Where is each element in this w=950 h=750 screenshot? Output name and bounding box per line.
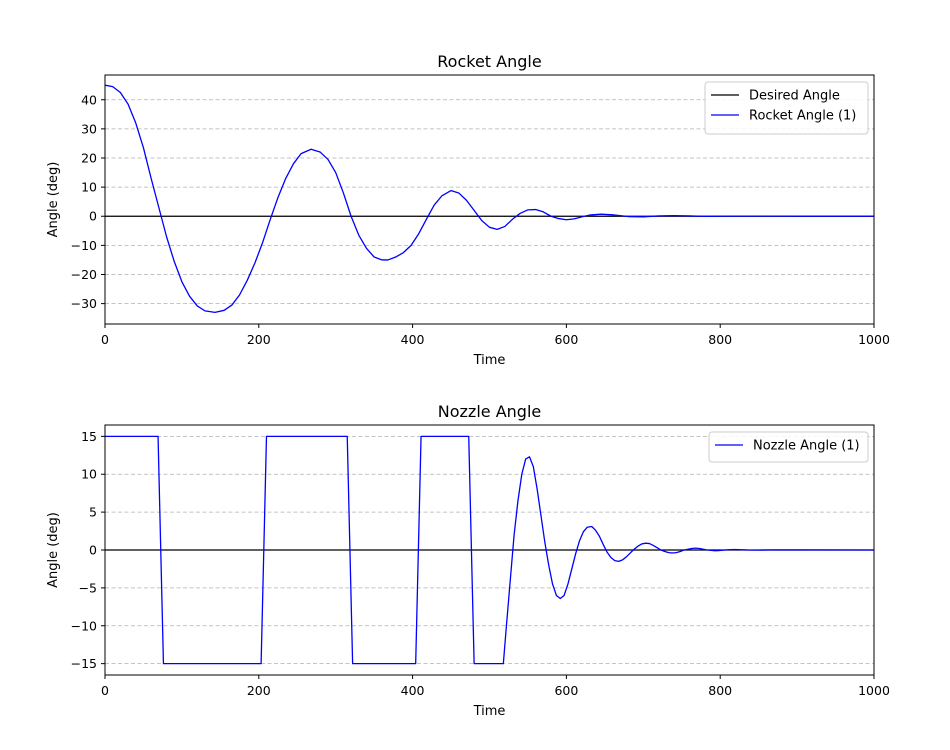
- y-tick-label: 30: [81, 121, 97, 136]
- rocket-angle-1-line: [105, 84, 874, 313]
- x-tick-label: 0: [101, 332, 109, 347]
- x-tick-label: 200: [247, 683, 271, 698]
- y-tick-label: −15: [71, 656, 97, 671]
- legend-entry: Nozzle Angle (1): [753, 439, 860, 454]
- x-axis-label: Time: [473, 353, 506, 368]
- y-tick-label: 20: [81, 151, 97, 166]
- x-tick-label: 0: [101, 683, 109, 698]
- legend-entry: Desired Angle: [749, 89, 840, 104]
- legend-box: [704, 81, 869, 135]
- x-tick-label: 800: [708, 332, 732, 347]
- chart-title: Rocket Angle: [437, 52, 541, 71]
- y-tick-label: −10: [71, 238, 97, 253]
- x-axis-label: Time: [473, 704, 506, 719]
- nozzle-angle-1-line: [105, 435, 874, 665]
- axes-frame: [104, 74, 875, 325]
- y-tick-label: −10: [71, 618, 97, 633]
- x-tick-label: 400: [401, 332, 425, 347]
- legend-box: [708, 431, 869, 463]
- chart-title: Nozzle Angle: [438, 402, 541, 421]
- x-tick-label: 800: [708, 683, 732, 698]
- x-tick-label: 600: [554, 332, 578, 347]
- y-tick-label: 10: [81, 180, 97, 195]
- x-tick-label: 1000: [858, 683, 890, 698]
- y-tick-label: 5: [89, 505, 97, 520]
- series-group: [105, 435, 874, 665]
- y-tick-label: 10: [81, 467, 97, 482]
- y-tick-label: −5: [79, 580, 97, 595]
- x-tick-label: 400: [401, 683, 425, 698]
- y-axis-label: Angle (deg): [46, 162, 61, 238]
- x-tick-label: 200: [247, 332, 271, 347]
- x-tick-label: 600: [554, 683, 578, 698]
- legend-entry: Rocket Angle (1): [749, 109, 856, 124]
- series-group: [105, 84, 874, 313]
- x-tick-label: 1000: [858, 332, 890, 347]
- rocket-angle-plot: 0 200 400 600 800 1000 −30 −20 −10 0 10 20 30 40 Rocke…: [46, 52, 890, 368]
- y-tick-label: 40: [81, 92, 97, 107]
- nozzle-angle-plot: 0 200 400 600 800 1000 −15 −10 −5 0 5 10 15 Nozzle An…: [46, 402, 890, 719]
- y-tick-label: −30: [71, 296, 97, 311]
- y-tick-label: 15: [81, 429, 97, 444]
- y-tick-label: −20: [71, 267, 97, 282]
- y-tick-label: 0: [89, 543, 97, 558]
- y-axis-label: Angle (deg): [46, 512, 61, 588]
- y-tick-label: 0: [89, 209, 97, 224]
